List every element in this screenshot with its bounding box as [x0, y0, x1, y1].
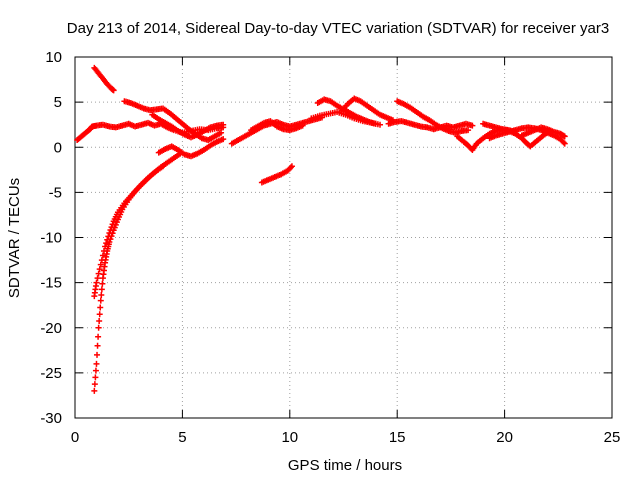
data-point: [218, 129, 225, 136]
data-point: [100, 248, 107, 255]
data-point: [106, 229, 113, 236]
y-tick-label: 10: [45, 49, 62, 66]
data-point: [97, 261, 104, 268]
data-point: [469, 122, 476, 129]
data-point: [160, 163, 167, 170]
data-point: [561, 140, 568, 147]
data-point: [560, 139, 567, 146]
data-point: [299, 122, 306, 129]
series-arc-peak-3: [308, 109, 384, 128]
data-points: [74, 64, 568, 394]
x-tick-label: 25: [604, 429, 621, 446]
data-point: [104, 236, 111, 243]
y-tick-label: -20: [40, 320, 62, 337]
series-arc-v-shape: [155, 136, 227, 160]
data-point: [105, 233, 112, 240]
data-point: [98, 257, 105, 264]
data-point: [96, 311, 103, 318]
data-point: [377, 121, 384, 128]
data-point: [109, 221, 116, 228]
y-tick-label: -10: [40, 230, 62, 247]
y-tick-label: -15: [40, 275, 62, 292]
series-arc-top-left: [91, 64, 117, 94]
data-point: [561, 133, 568, 140]
series-arc-right-6: [518, 124, 568, 140]
data-point: [110, 87, 117, 94]
data-point: [94, 342, 101, 349]
data-point: [287, 164, 294, 171]
data-point: [93, 360, 100, 367]
data-point: [95, 270, 102, 277]
series-arc-plunge-2: [91, 163, 167, 300]
data-point: [103, 240, 110, 247]
x-axis: 0 5 10 15 20 25: [71, 57, 621, 446]
y-axis-label: SDTVAR / TECUs: [6, 178, 23, 298]
series-arc-mid-low: [258, 163, 295, 186]
y-tick-label: -25: [40, 365, 62, 382]
data-point: [108, 224, 115, 231]
data-point: [465, 127, 472, 134]
data-point: [94, 351, 101, 358]
data-point: [92, 374, 99, 381]
x-tick-label: 20: [496, 429, 513, 446]
data-point: [97, 304, 104, 311]
series-arc-mid-band-2: [248, 118, 306, 134]
data-point: [92, 367, 99, 374]
data-point: [91, 387, 98, 394]
data-point: [288, 163, 295, 170]
chart-title: Day 213 of 2014, Sidereal Day-to-day VTE…: [67, 20, 609, 37]
x-tick-label: 0: [71, 429, 79, 446]
x-tick-label: 5: [178, 429, 186, 446]
data-point: [97, 297, 104, 304]
data-point: [107, 227, 114, 234]
data-point: [95, 333, 102, 340]
grid: [75, 57, 612, 418]
data-point: [220, 136, 227, 143]
data-point: [91, 381, 98, 388]
data-point: [102, 243, 109, 250]
data-point: [93, 279, 100, 286]
data-point: [95, 324, 102, 331]
y-axis: -30 -25 -20 -15 -10 -5 0 5 10: [40, 49, 612, 427]
data-point: [94, 275, 101, 282]
data-point: [98, 286, 105, 293]
y-tick-label: -30: [40, 410, 62, 427]
data-point: [96, 317, 103, 324]
series-arc-upper-mid: [121, 98, 225, 144]
data-point: [99, 252, 106, 259]
y-tick-label: 5: [54, 94, 62, 111]
data-point: [98, 292, 105, 299]
data-point: [99, 280, 106, 287]
x-tick-label: 15: [389, 429, 406, 446]
data-point: [220, 121, 227, 128]
data-point: [96, 266, 103, 273]
y-tick-label: 0: [54, 139, 62, 156]
series-arc-cross: [149, 111, 227, 141]
y-tick-label: -5: [49, 184, 62, 201]
x-tick-label: 10: [281, 429, 298, 446]
x-axis-label: GPS time / hours: [288, 457, 402, 474]
series-arc-right-2: [385, 118, 476, 133]
